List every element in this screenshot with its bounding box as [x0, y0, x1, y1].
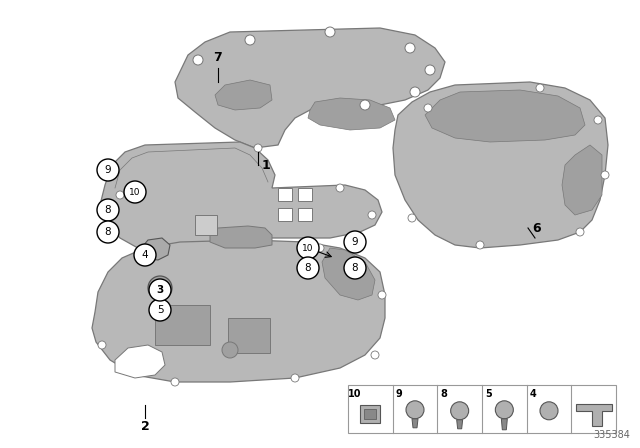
Polygon shape	[92, 240, 385, 382]
Bar	[298, 208, 312, 221]
Circle shape	[536, 84, 544, 92]
Circle shape	[576, 228, 584, 236]
Polygon shape	[412, 419, 418, 428]
Bar	[360, 405, 380, 423]
Polygon shape	[210, 226, 272, 248]
Circle shape	[146, 251, 154, 259]
Circle shape	[406, 401, 424, 419]
Text: 1: 1	[262, 159, 271, 172]
Bar	[195, 215, 217, 235]
Polygon shape	[100, 142, 382, 282]
Text: 6: 6	[532, 221, 541, 234]
Text: 10: 10	[348, 388, 362, 399]
Circle shape	[148, 248, 156, 256]
Bar	[364, 409, 376, 419]
Circle shape	[540, 402, 558, 420]
Text: 8: 8	[305, 263, 311, 273]
Circle shape	[245, 35, 255, 45]
Text: 7: 7	[214, 51, 222, 64]
Text: 8: 8	[352, 263, 358, 273]
Circle shape	[405, 43, 415, 53]
Circle shape	[149, 279, 171, 301]
Text: 3: 3	[156, 285, 164, 295]
Polygon shape	[501, 419, 508, 430]
Polygon shape	[322, 248, 375, 300]
Circle shape	[601, 171, 609, 179]
Polygon shape	[175, 28, 445, 148]
Text: 2: 2	[141, 420, 149, 433]
Polygon shape	[115, 345, 165, 378]
Polygon shape	[155, 300, 165, 310]
Text: 8: 8	[105, 205, 111, 215]
Circle shape	[378, 291, 386, 299]
Circle shape	[97, 199, 119, 221]
Circle shape	[134, 244, 156, 266]
Circle shape	[425, 65, 435, 75]
Bar	[278, 208, 292, 221]
Polygon shape	[308, 98, 395, 130]
Circle shape	[336, 184, 344, 192]
Polygon shape	[457, 420, 463, 429]
Circle shape	[424, 104, 432, 112]
Circle shape	[360, 100, 370, 110]
Circle shape	[148, 276, 172, 300]
Text: 4: 4	[141, 250, 148, 260]
Text: 10: 10	[129, 188, 141, 197]
Text: 5: 5	[485, 388, 492, 399]
Bar	[348, 385, 616, 433]
Circle shape	[594, 116, 602, 124]
Circle shape	[408, 214, 416, 222]
Text: 9: 9	[105, 165, 111, 175]
Polygon shape	[393, 82, 608, 248]
Circle shape	[344, 257, 366, 279]
Circle shape	[476, 241, 484, 249]
Text: 10: 10	[302, 244, 314, 253]
Circle shape	[97, 159, 119, 181]
Circle shape	[153, 281, 167, 295]
Circle shape	[325, 27, 335, 37]
Bar	[298, 188, 312, 201]
Bar	[155, 305, 210, 345]
Circle shape	[371, 351, 379, 359]
Circle shape	[297, 257, 319, 279]
Bar	[278, 188, 292, 201]
Circle shape	[495, 401, 513, 419]
Text: 4: 4	[530, 388, 537, 399]
Circle shape	[124, 181, 146, 203]
Circle shape	[451, 402, 468, 420]
Text: 9: 9	[396, 388, 403, 399]
Circle shape	[193, 55, 203, 65]
Polygon shape	[562, 145, 602, 215]
Circle shape	[254, 144, 262, 152]
Circle shape	[98, 341, 106, 349]
Circle shape	[291, 374, 299, 382]
Circle shape	[368, 211, 376, 219]
Circle shape	[316, 244, 324, 252]
Text: 9: 9	[352, 237, 358, 247]
Text: 8: 8	[440, 388, 447, 399]
Bar	[228, 318, 270, 353]
Circle shape	[97, 221, 119, 243]
Polygon shape	[575, 404, 612, 426]
Text: 8: 8	[105, 227, 111, 237]
Circle shape	[222, 342, 238, 358]
Circle shape	[297, 237, 319, 259]
Circle shape	[171, 378, 179, 386]
Circle shape	[256, 234, 264, 242]
Circle shape	[344, 231, 366, 253]
Circle shape	[410, 87, 420, 97]
Text: 5: 5	[157, 305, 163, 315]
Circle shape	[149, 299, 171, 321]
Polygon shape	[425, 90, 585, 142]
Polygon shape	[138, 238, 170, 260]
Circle shape	[116, 191, 124, 199]
Polygon shape	[215, 80, 272, 110]
Text: 335384: 335384	[593, 430, 630, 440]
